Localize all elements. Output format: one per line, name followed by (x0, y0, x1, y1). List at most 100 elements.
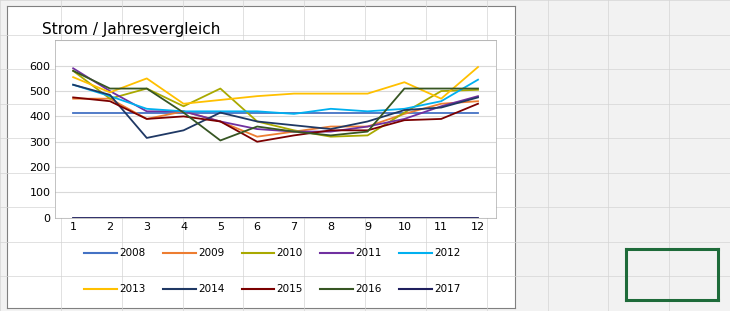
2014 (253, 120, 261, 123)
2016 (400, 87, 409, 91)
2014 (69, 83, 77, 87)
Line: 2009: 2009 (73, 99, 478, 137)
2009 (106, 97, 115, 100)
2008 (179, 111, 188, 114)
2010 (106, 97, 115, 100)
2011 (216, 120, 225, 123)
2014 (400, 108, 409, 112)
2015 (364, 128, 372, 132)
2015 (69, 95, 77, 99)
2009 (69, 97, 77, 100)
2013 (400, 80, 409, 84)
2008 (253, 111, 261, 114)
2012 (142, 107, 151, 111)
2014 (106, 93, 115, 97)
2015 (437, 117, 445, 121)
2013 (216, 98, 225, 102)
Text: 2008: 2008 (119, 248, 145, 258)
2009 (216, 120, 225, 123)
2016 (216, 139, 225, 142)
2014 (364, 120, 372, 123)
2014 (437, 106, 445, 109)
2011 (437, 104, 445, 108)
2014 (290, 123, 299, 127)
2009 (474, 99, 483, 103)
2010 (216, 87, 225, 91)
2013 (474, 65, 483, 69)
Text: Strom / Jahresvergleich: Strom / Jahresvergleich (42, 22, 220, 37)
2012 (400, 107, 409, 111)
2016 (253, 125, 261, 128)
2015 (400, 118, 409, 122)
2016 (364, 130, 372, 133)
2008 (474, 111, 483, 114)
2012 (326, 107, 335, 111)
2014 (179, 128, 188, 132)
2009 (142, 117, 151, 121)
2015 (179, 114, 188, 118)
2013 (290, 92, 299, 95)
2017 (253, 216, 261, 220)
2016 (290, 130, 299, 133)
2016 (474, 87, 483, 91)
2011 (364, 125, 372, 128)
2008 (142, 111, 151, 114)
2011 (400, 117, 409, 121)
2017 (474, 216, 483, 220)
2013 (326, 92, 335, 95)
2011 (326, 130, 335, 133)
2013 (437, 97, 445, 100)
2014 (474, 95, 483, 99)
2009 (326, 125, 335, 128)
2012 (69, 83, 77, 87)
2010 (290, 128, 299, 132)
2011 (474, 94, 483, 98)
2016 (69, 69, 77, 73)
2015 (253, 140, 261, 144)
2008 (106, 111, 115, 114)
2015 (290, 133, 299, 137)
2010 (69, 69, 77, 73)
2017 (106, 216, 115, 220)
2017 (326, 216, 335, 220)
2011 (179, 109, 188, 113)
2008 (326, 111, 335, 114)
2013 (106, 91, 115, 94)
2008 (400, 111, 409, 114)
Line: 2016: 2016 (73, 71, 478, 141)
2010 (437, 89, 445, 93)
Line: 2014: 2014 (73, 85, 478, 138)
2013 (142, 77, 151, 80)
2011 (106, 89, 115, 93)
2010 (179, 104, 188, 108)
2012 (216, 109, 225, 113)
2016 (437, 87, 445, 91)
2008 (216, 111, 225, 114)
2012 (437, 99, 445, 103)
2013 (179, 102, 188, 106)
2015 (474, 102, 483, 106)
2012 (290, 112, 299, 116)
2010 (364, 133, 372, 137)
2017 (400, 216, 409, 220)
2011 (290, 130, 299, 133)
2013 (364, 92, 372, 95)
2015 (142, 117, 151, 121)
2009 (437, 102, 445, 106)
2016 (142, 87, 151, 91)
2009 (364, 125, 372, 128)
Line: 2011: 2011 (73, 68, 478, 132)
2015 (216, 120, 225, 123)
Text: 2011: 2011 (356, 248, 382, 258)
2010 (142, 87, 151, 91)
2013 (69, 75, 77, 79)
Text: 2009: 2009 (198, 248, 224, 258)
2017 (437, 216, 445, 220)
2008 (437, 111, 445, 114)
2008 (364, 111, 372, 114)
2015 (326, 128, 335, 132)
Text: 2014: 2014 (198, 284, 224, 294)
2016 (326, 133, 335, 137)
2009 (253, 135, 261, 138)
2008 (69, 111, 77, 114)
